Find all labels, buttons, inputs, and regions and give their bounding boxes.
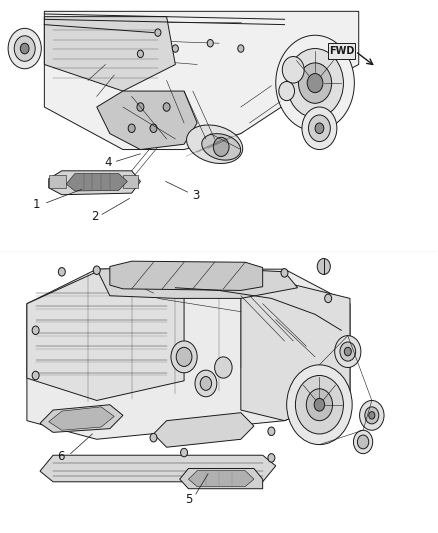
- Polygon shape: [110, 261, 263, 290]
- Circle shape: [295, 375, 343, 434]
- Circle shape: [306, 389, 332, 421]
- Polygon shape: [40, 405, 123, 432]
- Circle shape: [279, 82, 294, 101]
- Polygon shape: [97, 91, 197, 150]
- Circle shape: [276, 35, 354, 131]
- Circle shape: [369, 411, 375, 419]
- Circle shape: [138, 50, 144, 58]
- Polygon shape: [188, 471, 254, 487]
- Circle shape: [155, 29, 161, 36]
- Circle shape: [195, 370, 217, 397]
- Circle shape: [20, 43, 29, 54]
- Circle shape: [215, 357, 232, 378]
- Circle shape: [268, 427, 275, 435]
- Polygon shape: [27, 269, 350, 439]
- Circle shape: [315, 123, 324, 134]
- Polygon shape: [27, 272, 184, 400]
- Text: 1: 1: [33, 198, 40, 211]
- Text: 6: 6: [57, 450, 65, 463]
- Circle shape: [353, 430, 373, 454]
- Circle shape: [307, 74, 323, 93]
- Circle shape: [344, 348, 351, 356]
- Circle shape: [180, 448, 187, 457]
- Circle shape: [213, 138, 229, 157]
- Polygon shape: [49, 171, 141, 195]
- Circle shape: [14, 36, 35, 61]
- Ellipse shape: [202, 134, 240, 160]
- Bar: [49, 174, 66, 188]
- Text: 5: 5: [185, 493, 192, 506]
- Polygon shape: [153, 413, 254, 447]
- Circle shape: [325, 294, 332, 303]
- Circle shape: [314, 398, 325, 411]
- Circle shape: [302, 107, 337, 150]
- Circle shape: [58, 268, 65, 276]
- Circle shape: [137, 103, 144, 111]
- Circle shape: [360, 400, 384, 430]
- Circle shape: [287, 49, 343, 118]
- Circle shape: [335, 336, 361, 368]
- Polygon shape: [44, 11, 359, 150]
- Circle shape: [365, 407, 379, 424]
- Polygon shape: [241, 272, 350, 421]
- Circle shape: [281, 269, 288, 277]
- Circle shape: [287, 365, 352, 445]
- Circle shape: [283, 56, 304, 83]
- Text: 4: 4: [104, 156, 111, 169]
- Circle shape: [308, 115, 330, 142]
- Polygon shape: [180, 469, 263, 489]
- Polygon shape: [49, 407, 114, 430]
- Circle shape: [268, 454, 275, 462]
- Text: FWD: FWD: [329, 46, 354, 56]
- Circle shape: [32, 371, 39, 379]
- Circle shape: [200, 376, 212, 390]
- Circle shape: [298, 63, 332, 103]
- Text: 3: 3: [193, 189, 200, 202]
- Ellipse shape: [187, 125, 243, 164]
- FancyBboxPatch shape: [328, 43, 355, 59]
- Circle shape: [150, 124, 157, 133]
- Circle shape: [238, 45, 244, 52]
- Polygon shape: [66, 173, 127, 191]
- Bar: [123, 174, 138, 188]
- Circle shape: [128, 124, 135, 133]
- Text: 2: 2: [91, 210, 98, 223]
- Circle shape: [93, 266, 100, 274]
- Circle shape: [172, 45, 178, 52]
- Polygon shape: [40, 455, 276, 482]
- Circle shape: [163, 103, 170, 111]
- Circle shape: [357, 435, 369, 449]
- Polygon shape: [44, 17, 175, 91]
- Circle shape: [171, 341, 197, 373]
- Circle shape: [8, 28, 41, 69]
- Circle shape: [340, 342, 356, 361]
- Circle shape: [150, 433, 157, 442]
- Circle shape: [176, 348, 192, 367]
- Circle shape: [317, 259, 330, 274]
- Polygon shape: [97, 266, 297, 298]
- Circle shape: [32, 326, 39, 335]
- Circle shape: [207, 39, 213, 47]
